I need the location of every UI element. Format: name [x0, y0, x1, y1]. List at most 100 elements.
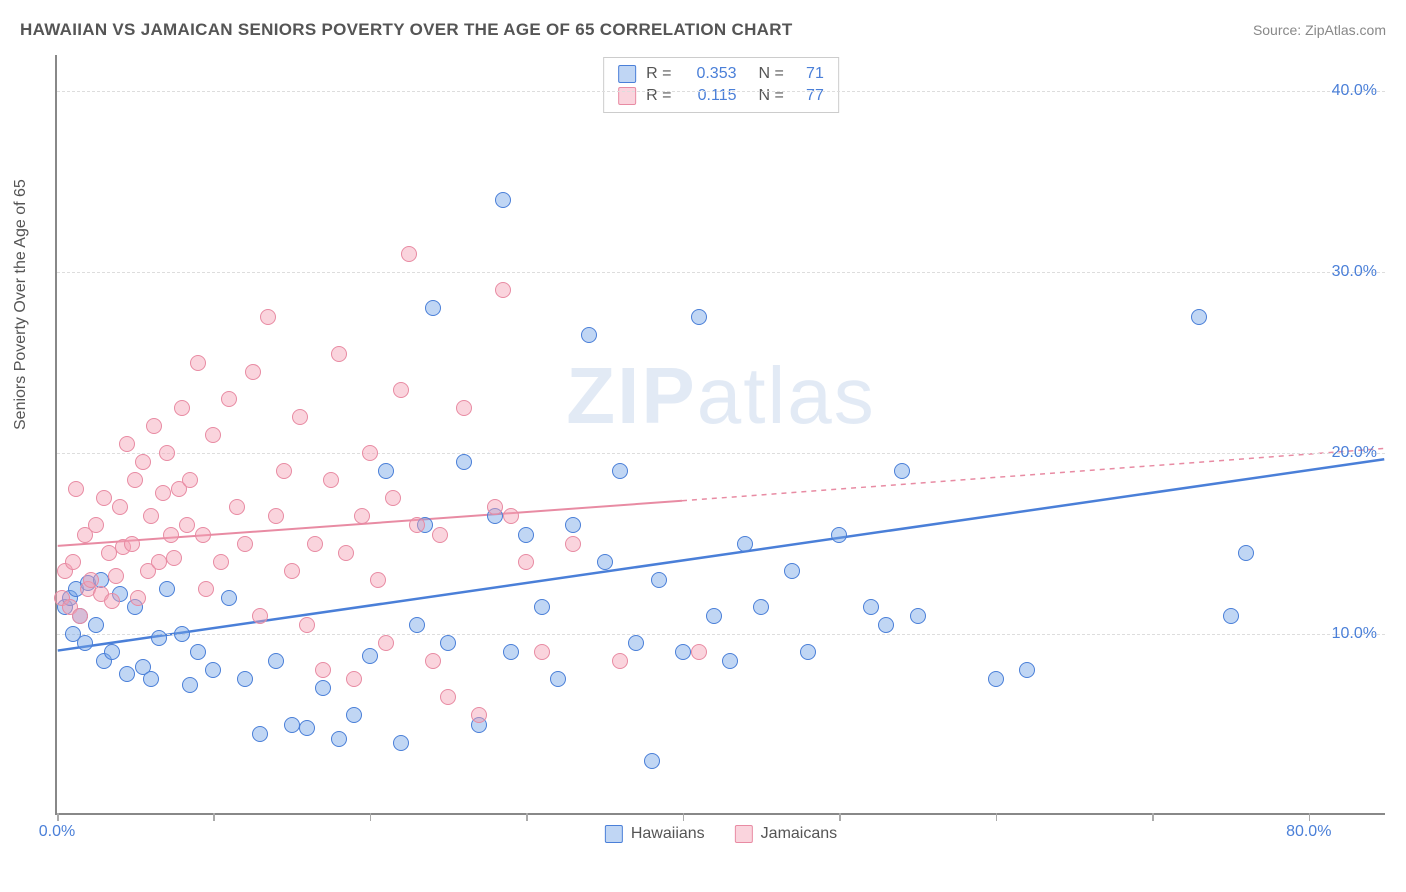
r-label: R = — [646, 87, 671, 105]
scatter-point — [195, 527, 211, 543]
scatter-point — [878, 617, 894, 633]
legend-label: Jamaicans — [761, 825, 837, 843]
scatter-point — [432, 527, 448, 543]
r-value: 0.115 — [682, 87, 737, 105]
scatter-point — [409, 617, 425, 633]
scatter-point — [894, 463, 910, 479]
scatter-point — [127, 472, 143, 488]
x-tick-mark — [996, 813, 998, 821]
scatter-point — [159, 581, 175, 597]
scatter-point — [182, 472, 198, 488]
scatter-point — [597, 554, 613, 570]
scatter-point — [65, 554, 81, 570]
r-label: R = — [646, 65, 671, 83]
swatch-blue — [618, 65, 636, 83]
scatter-point — [675, 644, 691, 660]
scatter-point — [425, 300, 441, 316]
gridline — [57, 634, 1385, 635]
legend-item: Hawaiians — [605, 825, 705, 843]
scatter-point — [88, 517, 104, 533]
scatter-point — [284, 717, 300, 733]
trendline-dashed — [682, 448, 1384, 500]
stats-legend-box: R = 0.353 N = 71 R = 0.115 N = 77 — [603, 57, 839, 113]
scatter-point — [691, 309, 707, 325]
scatter-point — [151, 630, 167, 646]
scatter-point — [863, 599, 879, 615]
scatter-point — [72, 608, 88, 624]
scatter-point — [331, 346, 347, 362]
scatter-point — [252, 608, 268, 624]
x-tick-label: 0.0% — [39, 823, 75, 841]
scatter-point — [146, 418, 162, 434]
scatter-point — [1238, 545, 1254, 561]
scatter-point — [706, 608, 722, 624]
y-tick-label: 10.0% — [1332, 625, 1377, 643]
scatter-point — [155, 485, 171, 501]
scatter-point — [722, 653, 738, 669]
x-tick-mark — [839, 813, 841, 821]
legend-item: Jamaicans — [735, 825, 837, 843]
gridline — [57, 91, 1385, 92]
scatter-point — [784, 563, 800, 579]
n-label: N = — [759, 65, 784, 83]
scatter-point — [237, 671, 253, 687]
scatter-point — [456, 454, 472, 470]
scatter-point — [229, 499, 245, 515]
scatter-point — [104, 593, 120, 609]
x-tick-label: 80.0% — [1286, 823, 1331, 841]
scatter-point — [119, 436, 135, 452]
x-tick-mark — [683, 813, 685, 821]
scatter-point — [213, 554, 229, 570]
plot-area: ZIPatlas R = 0.353 N = 71 R = 0.115 N = … — [55, 55, 1385, 815]
scatter-point — [346, 707, 362, 723]
scatter-point — [581, 327, 597, 343]
scatter-point — [612, 653, 628, 669]
legend-label: Hawaiians — [631, 825, 705, 843]
scatter-point — [88, 617, 104, 633]
scatter-point — [205, 662, 221, 678]
source-label: Source: — [1253, 22, 1305, 38]
swatch-blue — [605, 825, 623, 843]
scatter-point — [1191, 309, 1207, 325]
source-link[interactable]: ZipAtlas.com — [1305, 22, 1386, 38]
scatter-point — [737, 536, 753, 552]
scatter-point — [440, 689, 456, 705]
x-tick-mark — [57, 813, 59, 821]
scatter-point — [385, 490, 401, 506]
scatter-point — [612, 463, 628, 479]
scatter-point — [108, 568, 124, 584]
scatter-point — [221, 590, 237, 606]
scatter-point — [205, 427, 221, 443]
stats-row: R = 0.115 N = 77 — [618, 85, 824, 107]
scatter-point — [143, 508, 159, 524]
source-attribution: Source: ZipAtlas.com — [1253, 22, 1386, 38]
scatter-point — [323, 472, 339, 488]
scatter-point — [370, 572, 386, 588]
y-tick-label: 20.0% — [1332, 444, 1377, 462]
scatter-point — [753, 599, 769, 615]
scatter-point — [299, 617, 315, 633]
scatter-point — [119, 666, 135, 682]
scatter-point — [315, 680, 331, 696]
scatter-point — [346, 671, 362, 687]
scatter-point — [425, 653, 441, 669]
scatter-point — [104, 644, 120, 660]
scatter-point — [1223, 608, 1239, 624]
scatter-point — [988, 671, 1004, 687]
scatter-point — [276, 463, 292, 479]
scatter-point — [393, 735, 409, 751]
scatter-point — [174, 626, 190, 642]
scatter-point — [378, 635, 394, 651]
scatter-point — [503, 508, 519, 524]
chart-area: ZIPatlas R = 0.353 N = 71 R = 0.115 N = … — [55, 55, 1385, 815]
scatter-point — [112, 499, 128, 515]
scatter-point — [179, 517, 195, 533]
scatter-point — [130, 590, 146, 606]
scatter-point — [221, 391, 237, 407]
scatter-point — [644, 753, 660, 769]
y-tick-label: 40.0% — [1332, 82, 1377, 100]
scatter-point — [503, 644, 519, 660]
scatter-point — [495, 282, 511, 298]
scatter-point — [268, 653, 284, 669]
r-value: 0.353 — [682, 65, 737, 83]
